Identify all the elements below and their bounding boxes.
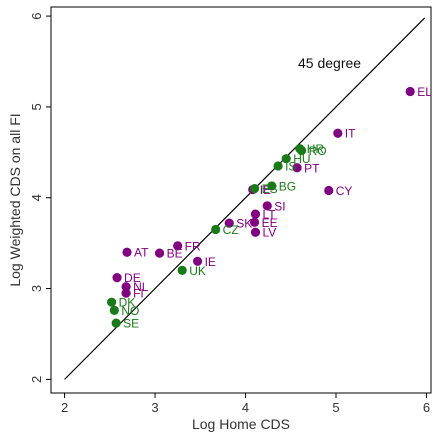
point-label-uk: UK <box>189 264 206 278</box>
x-tick-label: 3 <box>151 400 158 415</box>
point-label-si: SI <box>274 199 285 213</box>
x-axis: 2 3 4 5 6 <box>61 393 430 415</box>
y-axis: 2 3 4 5 6 <box>29 12 51 383</box>
point-hu <box>281 154 291 164</box>
point-label-cz: CZ <box>223 223 239 237</box>
point-ie <box>192 256 203 266</box>
point-label-hu: HU <box>293 152 310 166</box>
point-label-hr: HR <box>307 142 325 156</box>
x-tick-label: 2 <box>61 400 68 415</box>
point-label-ie: IE <box>205 255 216 269</box>
point-fr <box>173 241 183 251</box>
point-label-fr: FR <box>185 239 201 253</box>
y-tick-label: 4 <box>29 194 44 201</box>
point-at <box>122 247 132 257</box>
point-label-is: IS <box>285 159 296 173</box>
y-tick-label: 6 <box>29 12 44 19</box>
point-label-fi: FI <box>133 287 144 301</box>
point-label-it: IT <box>345 127 356 141</box>
point-se <box>111 318 121 328</box>
x-axis-title: Log Home CDS <box>192 416 290 432</box>
point-be <box>154 248 165 258</box>
point-label-lv: LV <box>262 226 276 240</box>
point-label-sk: SK <box>236 217 252 231</box>
point-label-no: NO <box>121 304 139 318</box>
point-label-se: SE <box>123 317 139 331</box>
point-bg <box>267 181 277 191</box>
point-label-be: BE <box>167 247 183 261</box>
point-is <box>273 161 283 171</box>
point-label-de: DE <box>124 271 141 285</box>
y-tick-label: 2 <box>29 376 44 383</box>
x-tick-label: 6 <box>423 400 430 415</box>
y-axis-title: Log Weighted CDS on all FI <box>7 113 23 286</box>
point-label-ro: RO <box>309 144 327 158</box>
point-cy <box>324 185 334 196</box>
point-label-cy: CY <box>336 184 353 198</box>
point-label-bg: BG <box>279 179 296 193</box>
point-uk <box>177 265 187 275</box>
point-ee <box>249 217 260 227</box>
point-fi <box>121 288 131 298</box>
point-label-nl: NL <box>133 280 149 294</box>
point-label-dk: DK <box>119 296 136 310</box>
point-sk <box>224 218 234 228</box>
plot-border <box>50 6 432 394</box>
point-label-pt: PT <box>304 161 320 175</box>
point-label-lt: LT <box>262 208 276 222</box>
point-label-ie: IE <box>260 183 271 197</box>
point-lv <box>250 227 261 237</box>
point-nl <box>121 282 131 292</box>
y-tick-label: 5 <box>29 103 44 110</box>
data-points: ELITCYPTIESILTEELVSKFRBEATIEDENLFIHRROHU… <box>107 85 432 331</box>
y-tick-label: 3 <box>29 285 44 292</box>
point-label-at: AT <box>134 246 149 260</box>
x-tick-label: 4 <box>242 400 249 415</box>
point-si <box>262 201 272 211</box>
45-degree-line <box>64 17 426 380</box>
point-no <box>109 305 119 315</box>
point-label-el: EL <box>417 85 432 99</box>
point-dk <box>107 297 117 307</box>
x-tick-label: 5 <box>332 400 339 415</box>
point-lt <box>250 209 261 219</box>
45-degree-label: 45 degree <box>298 55 361 71</box>
point-el <box>405 86 415 97</box>
point-de <box>112 273 122 283</box>
point-label-es: ES <box>262 182 278 196</box>
point-es <box>249 184 260 194</box>
point-ro <box>297 145 307 156</box>
point-cz <box>211 224 221 235</box>
point-pt <box>292 163 302 173</box>
plot-frame <box>50 6 432 394</box>
point-label-ee: EE <box>262 216 278 230</box>
point-it <box>333 128 343 138</box>
